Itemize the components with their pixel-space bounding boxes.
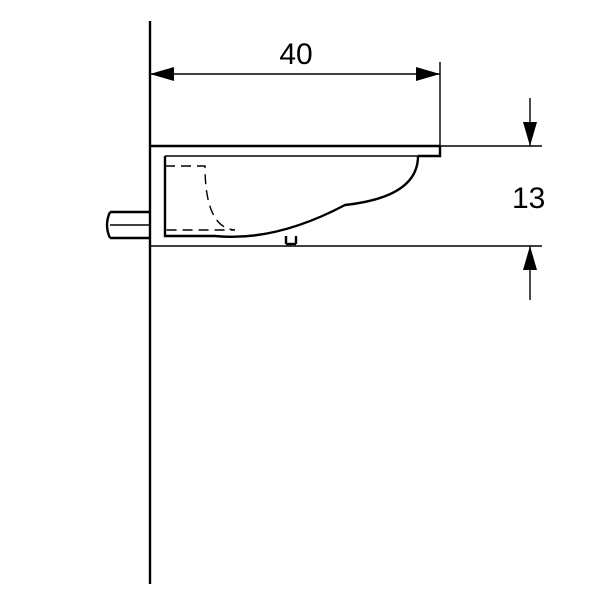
- arrowhead: [523, 122, 537, 146]
- arrowhead: [523, 246, 537, 270]
- dim40-label: 40: [279, 38, 312, 71]
- sink-front-lip: [418, 146, 440, 156]
- arrowhead: [150, 67, 174, 81]
- technical-drawing: 40 13: [0, 0, 600, 600]
- dim13-label: 13: [512, 182, 545, 215]
- pipe-cap: [107, 212, 110, 238]
- arrowhead: [416, 67, 440, 81]
- sink-hidden-bowl: [165, 166, 235, 230]
- sink-underside: [165, 156, 418, 237]
